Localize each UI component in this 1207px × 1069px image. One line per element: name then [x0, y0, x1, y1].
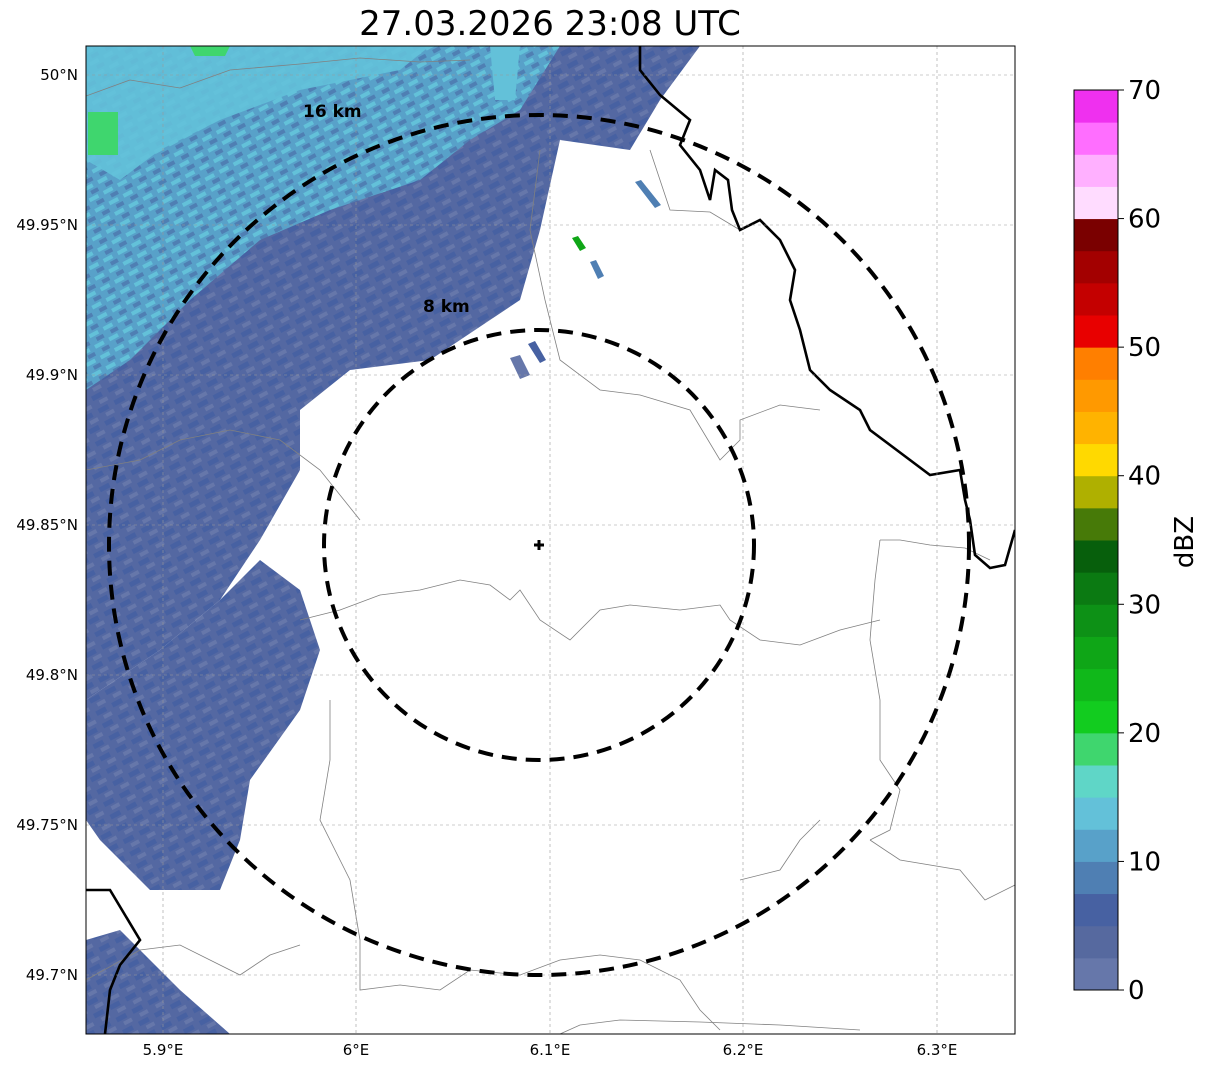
colorbar-tick-label: 40: [1128, 462, 1161, 492]
colorbar-segment: [1074, 475, 1118, 509]
x-tick-label: 6°E: [343, 1041, 370, 1059]
colorbar-tick-label: 10: [1128, 847, 1161, 877]
colorbar-segment: [1074, 797, 1118, 830]
colorbar-segment: [1074, 925, 1118, 959]
radar-site-marker: [534, 540, 544, 550]
radar-echo-isolated: [510, 180, 661, 379]
country-border: [86, 46, 1015, 1034]
x-tick-label: 6.1°E: [530, 1041, 571, 1059]
colorbar-segment: [1074, 379, 1118, 412]
y-tick-label: 49.95°N: [16, 216, 78, 234]
colorbar-segment: [1074, 122, 1118, 155]
colorbar-tick-label: 30: [1128, 590, 1161, 620]
colorbar: 0 10 20 30 40 50 60 70: [1073, 76, 1161, 1006]
plot-title: 27.03.2026 23:08 UTC: [359, 4, 741, 44]
colorbar-segment: [1074, 90, 1118, 123]
ring-label-16km: 16 km: [303, 102, 362, 122]
colorbar-segment: [1074, 765, 1118, 798]
colorbar-label: dBZ: [1170, 516, 1200, 568]
ring-label-8km: 8 km: [423, 297, 470, 317]
colorbar-segment: [1074, 315, 1118, 348]
colorbar-segment: [1074, 154, 1118, 187]
colorbar-segment: [1074, 572, 1118, 605]
colorbar-segment: [1074, 186, 1118, 220]
colorbar-segment: [1074, 829, 1118, 862]
colorbar-segment: [1074, 636, 1118, 670]
colorbar-segment: [1074, 282, 1118, 316]
y-tick-label: 49.8°N: [26, 666, 78, 684]
colorbar-segment: [1074, 668, 1118, 702]
colorbar-segment: [1074, 700, 1118, 734]
colorbar-segment: [1074, 250, 1118, 284]
radar-echo-southwest: [86, 560, 320, 1034]
colorbar-segment: [1074, 604, 1118, 637]
colorbar-tick-label: 0: [1128, 976, 1145, 1006]
colorbar-segment: [1074, 507, 1118, 541]
gridlines: [86, 46, 1015, 1034]
y-tick-label: 49.85°N: [16, 516, 78, 534]
x-tick-label: 5.9°E: [143, 1041, 184, 1059]
colorbar-tick-label: 50: [1128, 333, 1161, 363]
map-frame: [85, 45, 1016, 1035]
colorbar-tick-label: 20: [1128, 719, 1161, 749]
x-tick-label: 6.2°E: [723, 1041, 764, 1059]
colorbar-tick-label: 60: [1128, 205, 1161, 235]
colorbar-segment: [1074, 218, 1118, 252]
y-tick-label: 49.9°N: [26, 366, 78, 384]
colorbar-segment: [1074, 443, 1118, 477]
colorbar-segment: [1074, 347, 1118, 380]
colorbar-segment: [1074, 957, 1118, 991]
y-tick-label: 50°N: [40, 66, 78, 84]
colorbar-segment: [1074, 861, 1118, 895]
admin-boundaries: [86, 57, 1015, 1034]
range-ring-16km: [107, 113, 971, 977]
radar-echo-northwest: [86, 46, 700, 700]
y-tick-label: 49.7°N: [26, 966, 78, 984]
colorbar-frame: [1073, 89, 1119, 991]
colorbar-tick-label: 70: [1128, 76, 1161, 106]
y-tick-label: 49.75°N: [16, 816, 78, 834]
colorbar-segment: [1074, 893, 1118, 927]
x-tick-label: 6.3°E: [917, 1041, 958, 1059]
colorbar-segment: [1074, 732, 1118, 766]
range-ring-8km: [322, 328, 756, 762]
colorbar-segment: [1074, 540, 1118, 573]
x-axis-ticks: 5.9°E 6°E 6.1°E 6.2°E 6.3°E: [143, 1041, 958, 1059]
y-axis-ticks: 50°N 49.95°N 49.9°N 49.85°N 49.8°N 49.75…: [16, 66, 78, 984]
colorbar-segment: [1074, 411, 1118, 445]
